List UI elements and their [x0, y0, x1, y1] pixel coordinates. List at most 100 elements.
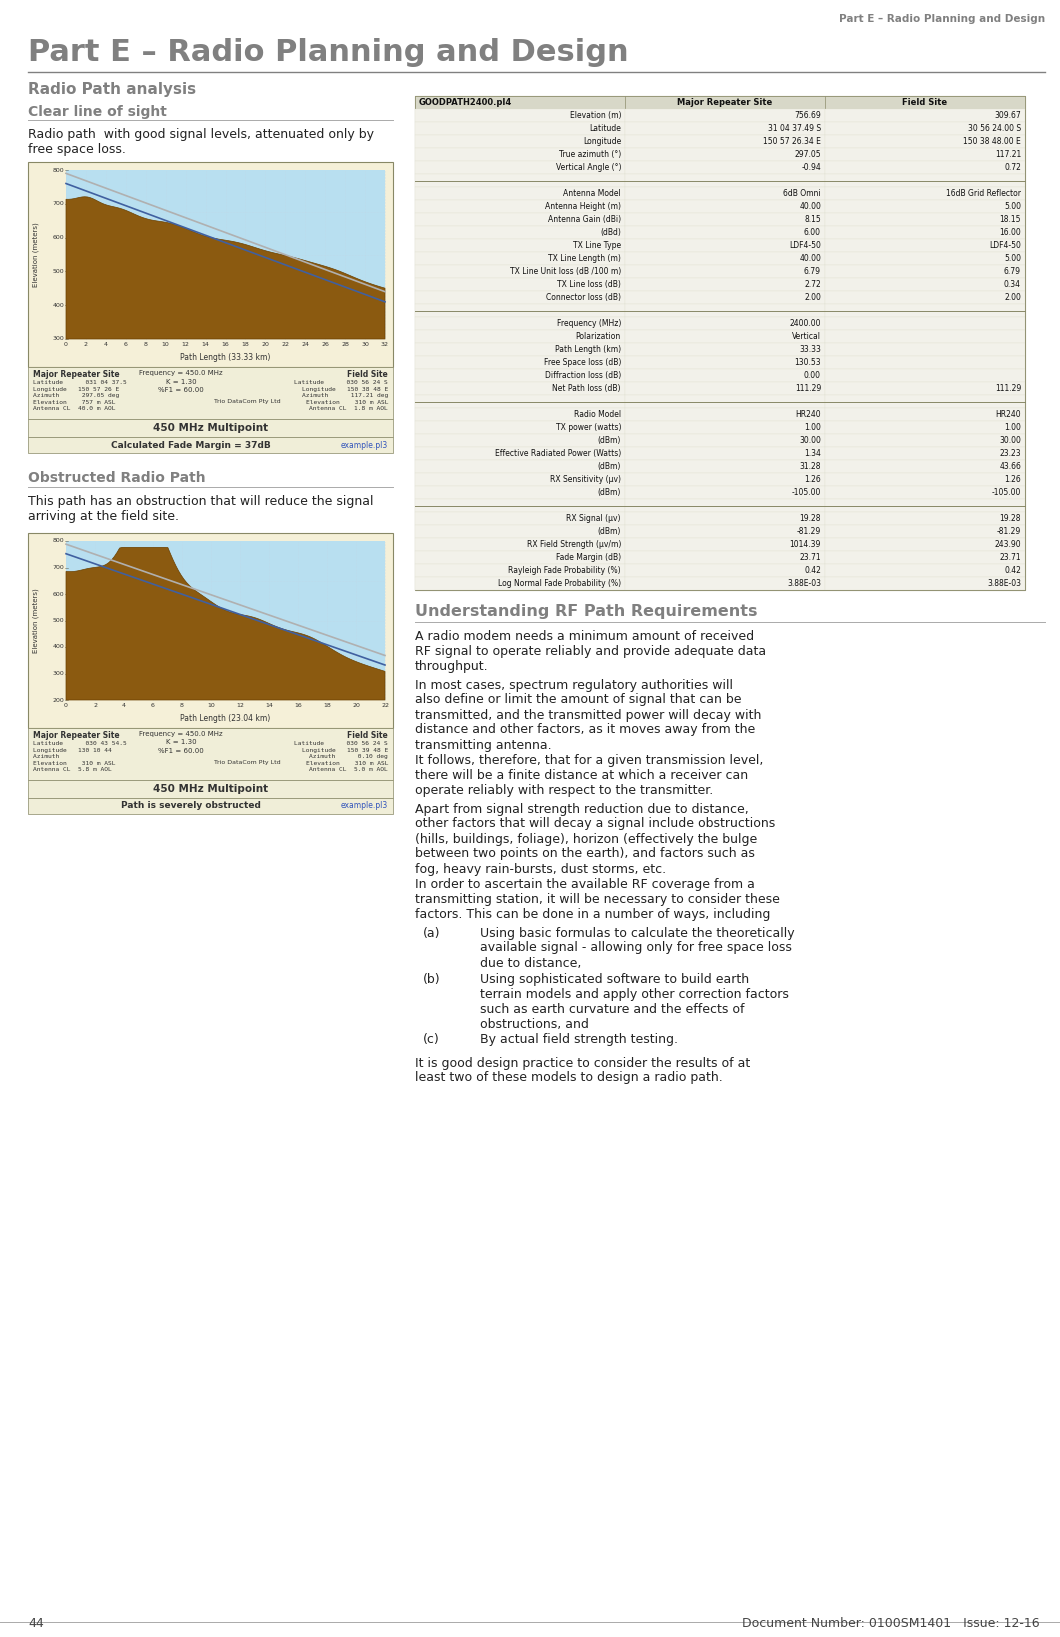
Bar — [625, 252, 825, 265]
Bar — [825, 278, 1025, 291]
Text: 19.28: 19.28 — [1000, 514, 1021, 522]
Bar — [416, 576, 625, 589]
Text: 1.00: 1.00 — [1004, 422, 1021, 432]
Text: -105.00: -105.00 — [991, 488, 1021, 498]
Text: 31.28: 31.28 — [799, 462, 822, 471]
Text: -81.29: -81.29 — [996, 527, 1021, 535]
Text: 300: 300 — [52, 671, 64, 676]
Bar — [625, 460, 825, 473]
Text: 130.53: 130.53 — [794, 359, 822, 367]
Text: 6.79: 6.79 — [803, 267, 822, 277]
Bar — [625, 525, 825, 539]
Bar — [825, 318, 1025, 331]
Bar — [625, 473, 825, 486]
Bar — [625, 381, 825, 395]
Text: 23.23: 23.23 — [1000, 449, 1021, 458]
Text: 33.33: 33.33 — [799, 345, 822, 354]
Text: 2: 2 — [84, 342, 88, 347]
Text: Obstructed Radio Path: Obstructed Radio Path — [28, 471, 206, 485]
Text: 6.79: 6.79 — [1004, 267, 1021, 277]
Text: Diffraction loss (dB): Diffraction loss (dB) — [545, 372, 621, 380]
Bar — [825, 421, 1025, 434]
Text: 23.71: 23.71 — [799, 553, 822, 561]
Bar — [825, 460, 1025, 473]
Bar — [825, 174, 1025, 187]
Bar — [625, 304, 825, 318]
Text: 23.71: 23.71 — [1000, 553, 1021, 561]
Text: 18: 18 — [323, 702, 331, 707]
Bar — [625, 368, 825, 381]
Text: Path Length (33.33 km): Path Length (33.33 km) — [180, 354, 270, 362]
Bar — [416, 499, 625, 512]
Text: 300: 300 — [52, 337, 64, 342]
Bar — [625, 123, 825, 134]
Bar — [416, 291, 625, 304]
Bar — [28, 419, 393, 437]
Bar — [416, 160, 625, 174]
Text: 117.21: 117.21 — [994, 151, 1021, 159]
Bar — [416, 239, 625, 252]
Text: 243.90: 243.90 — [994, 540, 1021, 548]
Text: 12: 12 — [236, 702, 244, 707]
Text: (dBm): (dBm) — [598, 435, 621, 445]
Text: RX Field Strength (μv/m): RX Field Strength (μv/m) — [527, 540, 621, 548]
Bar — [625, 239, 825, 252]
Text: 6: 6 — [124, 342, 128, 347]
Text: 2.00: 2.00 — [805, 293, 822, 301]
Bar — [416, 123, 625, 134]
Text: 14: 14 — [265, 702, 272, 707]
Text: Radio Path analysis: Radio Path analysis — [28, 82, 196, 97]
Bar — [625, 147, 825, 160]
Bar — [625, 499, 825, 512]
Bar — [416, 539, 625, 552]
Bar — [66, 540, 385, 701]
Text: 4: 4 — [122, 702, 126, 707]
Bar — [416, 226, 625, 239]
Text: Antenna Model: Antenna Model — [563, 188, 621, 198]
Text: Field Site: Field Site — [902, 98, 948, 106]
Text: (dBm): (dBm) — [598, 488, 621, 498]
Bar — [825, 473, 1025, 486]
Text: 0: 0 — [64, 702, 68, 707]
Bar — [416, 174, 625, 187]
Text: Document Number: 0100SM1401   Issue: 12-16: Document Number: 0100SM1401 Issue: 12-16 — [742, 1617, 1040, 1630]
Text: Field Site: Field Site — [348, 370, 388, 380]
Text: Elevation (meters): Elevation (meters) — [33, 588, 39, 653]
Bar — [825, 134, 1025, 147]
Text: 30.00: 30.00 — [799, 435, 822, 445]
Bar — [625, 344, 825, 355]
Text: 43.66: 43.66 — [1000, 462, 1021, 471]
Text: 1014.39: 1014.39 — [790, 540, 822, 548]
Bar — [416, 368, 625, 381]
Text: 19.28: 19.28 — [799, 514, 822, 522]
Bar — [625, 134, 825, 147]
Text: 31 04 37.49 S: 31 04 37.49 S — [767, 124, 822, 133]
Text: (dBd): (dBd) — [600, 228, 621, 237]
Bar — [416, 395, 625, 408]
Text: 16: 16 — [222, 342, 229, 347]
Text: Major Repeater Site: Major Repeater Site — [677, 98, 773, 106]
Text: 30 56 24.00 S: 30 56 24.00 S — [968, 124, 1021, 133]
Bar — [28, 437, 393, 453]
Text: 700: 700 — [52, 565, 64, 570]
Text: 28: 28 — [341, 342, 349, 347]
Bar — [825, 434, 1025, 447]
Bar — [625, 576, 825, 589]
Polygon shape — [66, 196, 385, 339]
Bar — [416, 110, 625, 123]
Text: Latitude: Latitude — [589, 124, 621, 133]
Bar — [416, 447, 625, 460]
Text: 700: 700 — [52, 201, 64, 206]
Bar — [825, 200, 1025, 213]
Bar — [66, 170, 385, 339]
Text: 111.29: 111.29 — [994, 385, 1021, 393]
Bar — [825, 110, 1025, 123]
Text: 800: 800 — [52, 539, 64, 543]
Text: 600: 600 — [52, 591, 64, 596]
Bar — [625, 318, 825, 331]
Bar — [416, 304, 625, 318]
Text: 12: 12 — [181, 342, 190, 347]
Text: 20: 20 — [262, 342, 269, 347]
Bar — [825, 355, 1025, 368]
Text: RX Signal (μv): RX Signal (μv) — [566, 514, 621, 522]
